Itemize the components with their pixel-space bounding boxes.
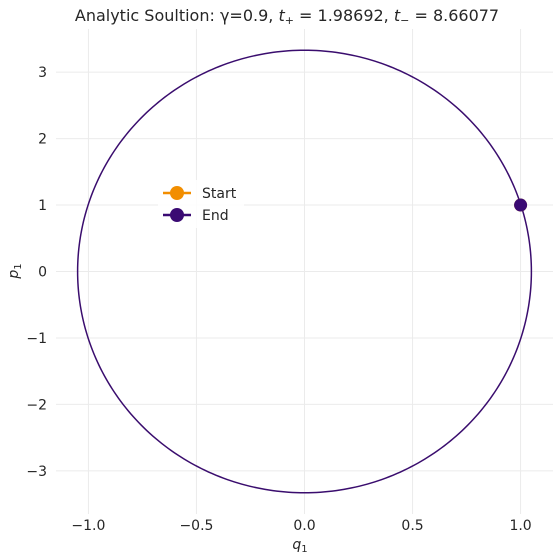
legend-start-marker — [170, 186, 184, 200]
y-axis-label: p1 — [6, 263, 24, 279]
end-point-marker — [514, 198, 528, 212]
trajectory-curve — [76, 49, 533, 494]
y-tick-label: −1 — [26, 331, 47, 347]
marker-layer — [514, 198, 528, 212]
y-tick-label: −2 — [26, 397, 47, 413]
y-tick-label: 2 — [38, 132, 47, 148]
x-tick-labels: −1.0 −0.5 0.0 0.5 1.0 — [71, 518, 531, 534]
x-tick-label: 0.0 — [293, 518, 315, 534]
x-axis-label: q1 — [292, 537, 307, 555]
legend-end-label: End — [202, 208, 229, 224]
legend: Start End — [158, 180, 244, 228]
legend-start-label: Start — [202, 186, 237, 202]
x-tick-label: −0.5 — [179, 518, 213, 534]
y-tick-label: 3 — [38, 65, 47, 81]
x-tick-label: −1.0 — [71, 518, 105, 534]
y-tick-labels: −3 −2 −1 0 1 2 3 — [26, 65, 47, 480]
x-tick-label: 1.0 — [509, 518, 531, 534]
legend-end-marker — [170, 208, 184, 222]
grid — [56, 29, 553, 514]
x-tick-label: 0.5 — [401, 518, 423, 534]
y-tick-label: 1 — [38, 198, 47, 214]
trajectory-layer — [76, 49, 533, 494]
chart-title: Analytic Soultion: γ=0.9, t+ = 1.98692, … — [75, 6, 499, 27]
y-tick-label: −3 — [26, 464, 47, 480]
y-tick-label: 0 — [38, 265, 47, 281]
